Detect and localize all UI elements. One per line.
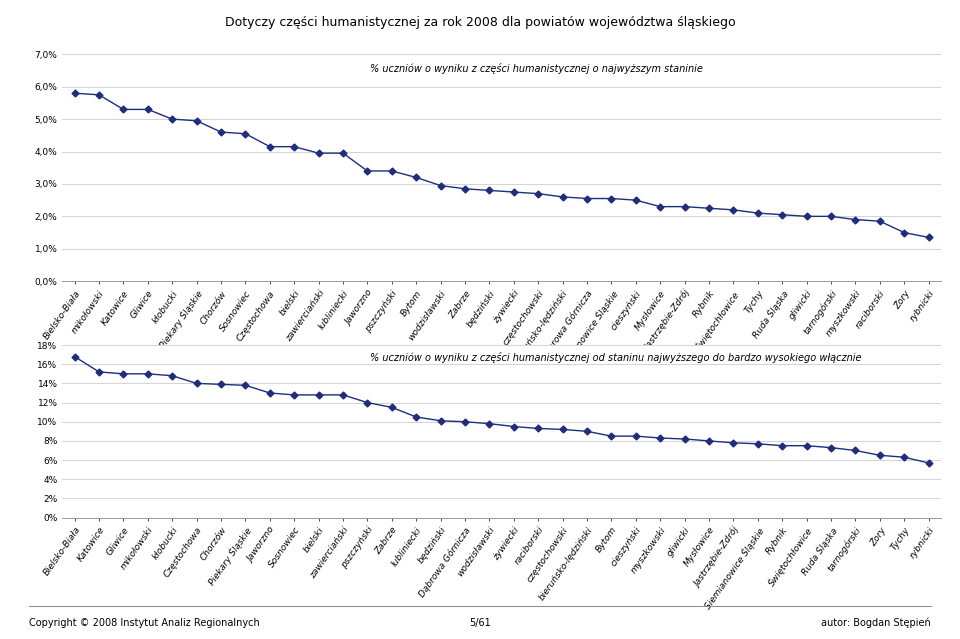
Text: 5/61: 5/61 bbox=[469, 618, 491, 628]
Text: % uczniów o wyniku z części humanistycznej od staninu najwyższego do bardzo wyso: % uczniów o wyniku z części humanistyczn… bbox=[370, 352, 861, 363]
Text: Copyright © 2008 Instytut Analiz Regionalnych: Copyright © 2008 Instytut Analiz Regiona… bbox=[29, 618, 259, 628]
Text: Dotyczy części humanistycznej za rok 2008 dla powiatów województwa śląskiego: Dotyczy części humanistycznej za rok 200… bbox=[225, 16, 735, 29]
Text: autor: Bogdan Stępień: autor: Bogdan Stępień bbox=[822, 618, 931, 628]
Text: % uczniów o wyniku z części humanistycznej o najwyższym staninie: % uczniów o wyniku z części humanistyczn… bbox=[370, 63, 703, 74]
